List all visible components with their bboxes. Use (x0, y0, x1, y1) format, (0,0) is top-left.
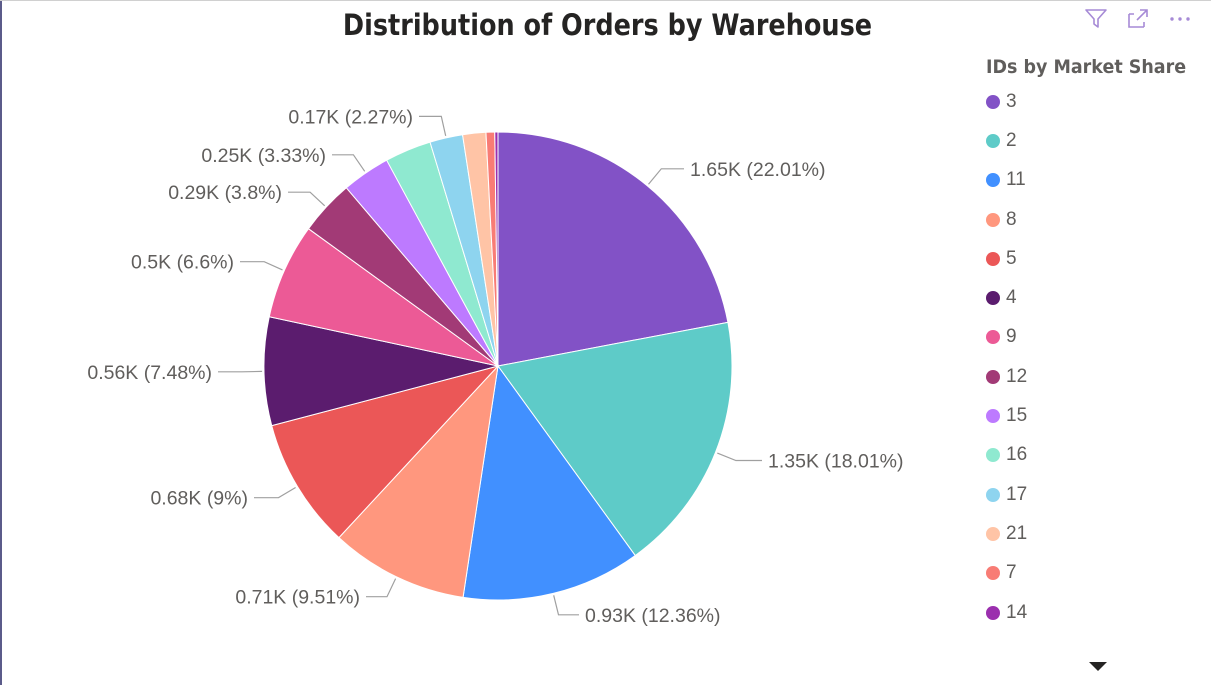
legend-item-11[interactable]: 11 (986, 161, 1201, 200)
legend-label: 16 (1006, 444, 1028, 466)
data-label-11: 0.93K (12.36%) (585, 605, 721, 627)
legend-label: 5 (1006, 247, 1017, 269)
legend-item-15[interactable]: 15 (986, 396, 1201, 435)
pie-slice-4[interactable] (263, 316, 499, 427)
pie-slice-8[interactable] (338, 364, 499, 598)
data-label-12: 0.29K (3.8%) (168, 182, 282, 204)
pie-slice-5[interactable] (271, 365, 500, 539)
legend-dot-icon (986, 448, 1000, 463)
legend-title: IDs by Market Share (986, 56, 1187, 78)
legend-item-2[interactable]: 2 (986, 121, 1201, 160)
legend-dot-icon (986, 133, 1000, 148)
legend-dot-icon (986, 487, 1000, 502)
pie-slice-2[interactable] (497, 321, 733, 557)
legend-dot-icon (986, 94, 1000, 109)
legend-item-4[interactable]: 4 (986, 278, 1201, 317)
legend-dot-icon (986, 212, 1000, 227)
data-label-17: 0.17K (2.27%) (288, 106, 413, 128)
legend-dot-icon (986, 605, 1000, 620)
legend-label: 9 (1006, 326, 1017, 348)
legend-dot-icon (986, 566, 1000, 581)
filter-icon[interactable] (1083, 8, 1109, 30)
leader-line-15 (332, 154, 366, 172)
legend-label: 17 (1006, 483, 1028, 505)
data-label-15: 0.25K (3.33%) (201, 145, 326, 167)
legend-dot-icon (986, 251, 1000, 266)
legend-item-21[interactable]: 21 (986, 514, 1201, 553)
legend-item-17[interactable]: 17 (986, 475, 1201, 514)
leader-line-5 (254, 486, 296, 499)
legend-label: 4 (1006, 287, 1017, 309)
legend-label: 11 (1006, 169, 1026, 191)
leader-line-8 (366, 578, 397, 598)
legend-label: 2 (1006, 129, 1017, 151)
data-label-5: 0.68K (9%) (150, 488, 248, 510)
legend-item-9[interactable]: 9 (986, 318, 1201, 357)
canvas-top-border (0, 0, 1211, 1)
legend-item-5[interactable]: 5 (986, 239, 1201, 278)
legend-dot-icon (986, 330, 1000, 345)
leader-line-11 (553, 595, 579, 616)
legend-item-14[interactable]: 14 (986, 593, 1201, 632)
leader-line-12 (288, 191, 326, 207)
chart-title: Distribution of Orders by Warehouse (342, 8, 873, 42)
legend-items: 3 2 11 8 5 4 9 12 15 16 17 21 7 14 (986, 82, 1201, 632)
legend-label: 15 (1006, 405, 1028, 427)
focus-mode-icon[interactable] (1125, 8, 1151, 30)
visual-header-toolbar (1083, 8, 1193, 30)
legend-item-3[interactable]: 3 (986, 82, 1201, 121)
data-label-9: 0.5K (6.6%) (131, 252, 234, 274)
canvas-left-border (0, 0, 2, 685)
data-label-3: 1.65K (22.01%) (690, 159, 826, 181)
legend-dot-icon (986, 369, 1000, 384)
leader-lines (218, 115, 762, 616)
legend-label: 7 (1006, 562, 1017, 584)
legend-dot-icon (986, 291, 1000, 306)
pie-slice-11[interactable] (462, 364, 636, 601)
legend-label: 3 (1006, 90, 1017, 112)
data-labels: 1.65K (22.01%) 1.35K (18.01%) 0.93K (12.36… (87, 106, 903, 626)
leader-line-3 (648, 168, 684, 185)
more-options-icon[interactable] (1167, 8, 1193, 30)
legend-item-12[interactable]: 12 (986, 357, 1201, 396)
leader-line-2 (717, 452, 762, 462)
legend-item-16[interactable]: 16 (986, 436, 1201, 475)
legend: IDs by Market Share 3 2 11 8 5 4 9 12 15 16 17 21 7 1… (986, 56, 1201, 632)
legend-item-8[interactable]: 8 (986, 200, 1201, 239)
data-label-4: 0.56K (7.48%) (87, 362, 212, 384)
pie-slices (263, 131, 733, 601)
leader-line-9 (240, 261, 283, 271)
data-label-8: 0.71K (9.51%) (235, 587, 360, 609)
data-label-2: 1.35K (18.01%) (768, 451, 904, 473)
pie-chart: 1.65K (22.01%) 1.35K (18.01%) 0.93K (12.36… (87, 106, 903, 626)
pie-slice-3[interactable] (497, 131, 729, 367)
legend-item-7[interactable]: 7 (986, 554, 1201, 593)
legend-label: 14 (1006, 601, 1028, 623)
legend-label: 12 (1006, 365, 1028, 387)
legend-dot-icon (986, 173, 1000, 188)
legend-label: 21 (1006, 522, 1028, 544)
legend-dot-icon (986, 526, 1000, 541)
leader-line-17 (419, 115, 447, 137)
legend-label: 8 (1006, 208, 1017, 230)
pie-slice-14[interactable] (494, 131, 499, 367)
legend-scroll-down-icon[interactable] (1089, 662, 1107, 671)
legend-dot-icon (986, 409, 1000, 424)
